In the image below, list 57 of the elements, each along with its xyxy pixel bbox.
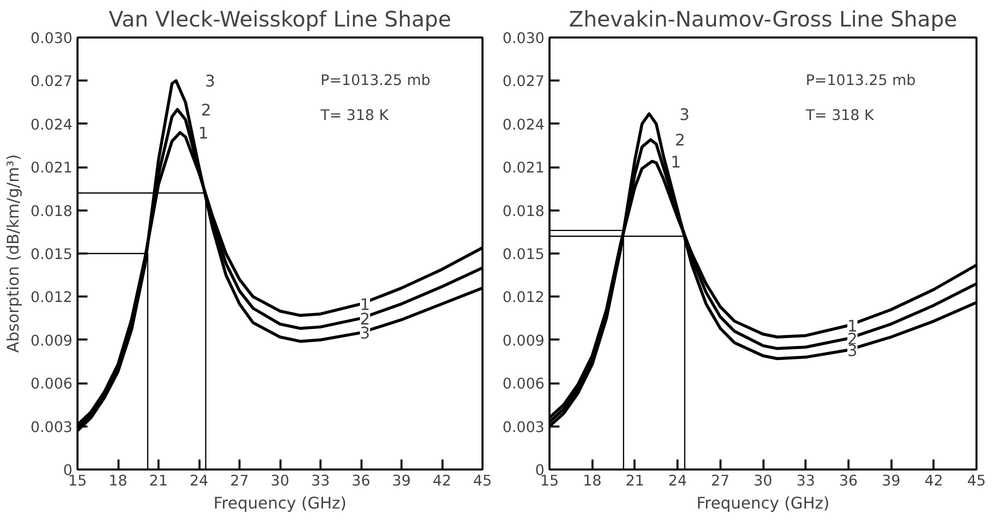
y-tick-label: 0.030: [502, 30, 545, 47]
x-tick-label: 27: [230, 472, 249, 490]
text: 2: [200, 100, 212, 120]
x-tick-label: 21: [626, 472, 644, 490]
y-tick-label: 0.012: [502, 289, 545, 306]
x-tick-label: 27: [710, 472, 730, 490]
x-tick-label: 33: [796, 472, 816, 490]
y-tick-label: 0.018: [30, 202, 73, 220]
x-axis-title: Frequency (GHz): [213, 494, 347, 512]
y-tick-label: 0.003: [502, 418, 545, 436]
x-tick-label: 42: [432, 472, 452, 490]
x-tick-label: 42: [924, 472, 944, 490]
x-tick-label: 39: [392, 472, 411, 490]
y-tick-label: 0.009: [30, 332, 73, 350]
text: 2: [675, 130, 686, 150]
y-tick-label: 0.024: [502, 116, 545, 134]
x-tick-label: 36: [839, 472, 858, 490]
y-tick-label: 0.006: [30, 376, 73, 393]
chart-title: Zhevakin-Naumov-Gross Line Shape: [568, 8, 958, 32]
x-tick-label: 39: [882, 472, 900, 490]
x-tick-label: 18: [582, 472, 602, 490]
y-tick-label: 0.015: [30, 246, 73, 263]
chart-title: Van Vleck-Weisskopf Line Shape: [108, 8, 452, 32]
text: 1: [670, 152, 681, 172]
y-tick-label: 0.018: [502, 202, 545, 220]
x-tick-label: 30: [754, 472, 772, 490]
y-tick-label: 0.012: [30, 289, 73, 306]
x-tick-label: 36: [352, 472, 370, 490]
annotation: T= 318 K: [804, 106, 874, 124]
series-label: 3: [360, 324, 370, 343]
annotation: P=1013.25 mb: [806, 72, 916, 90]
y-tick-label: 0.009: [502, 332, 545, 350]
x-tick-label: 18: [108, 472, 128, 490]
annotation: P=1013.25 mb: [320, 72, 430, 90]
x-tick-label: 45: [967, 472, 986, 490]
series-label: 1: [360, 294, 370, 314]
annotation: T= 318 K: [320, 106, 390, 124]
y-tick-label: 0.030: [30, 30, 73, 47]
x-tick-label: 33: [311, 472, 330, 490]
text: 3: [679, 104, 690, 124]
y-tick-label: 0.027: [502, 73, 545, 90]
x-axis-title: Frequency (GHz): [696, 494, 830, 512]
y-tick-label: 0.021: [502, 160, 545, 177]
y-tick-label: 0.021: [30, 160, 73, 177]
text: 1: [198, 124, 208, 143]
y-tick-label: 0.024: [30, 116, 73, 134]
y-tick-label: 0.006: [502, 376, 545, 393]
text: 3: [205, 72, 216, 91]
x-tick-label: 24: [190, 472, 208, 490]
y-tick-label: 0.015: [502, 246, 545, 263]
y-axis-title: Absorption (dB/km/g/m³): [4, 154, 23, 353]
y-tick-label: 0.003: [30, 418, 73, 436]
y-tick-label: 0.027: [30, 73, 73, 90]
x-tick-label: 21: [149, 472, 168, 490]
x-tick-label: 45: [473, 472, 492, 490]
x-tick-label: 30: [270, 472, 290, 490]
x-tick-label: 24: [668, 472, 687, 490]
